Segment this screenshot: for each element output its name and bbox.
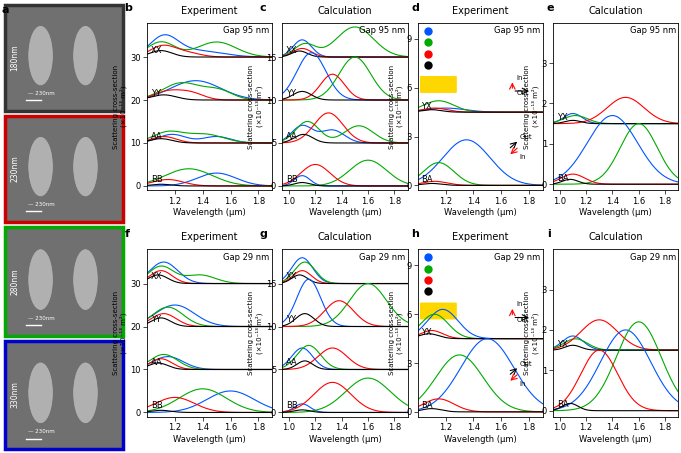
Text: a: a — [1, 5, 9, 14]
Text: b: b — [125, 3, 132, 13]
Y-axis label: Scattering cross-section
(×10⁻¹³ m²): Scattering cross-section (×10⁻¹³ m²) — [524, 64, 539, 149]
Text: — 230nm: — 230nm — [28, 316, 54, 321]
Text: BA: BA — [557, 400, 569, 409]
Text: AA: AA — [151, 358, 163, 367]
Text: BB: BB — [286, 174, 298, 183]
X-axis label: Wavelength (μm): Wavelength (μm) — [580, 435, 652, 444]
X-axis label: Wavelength (μm): Wavelength (μm) — [173, 435, 246, 444]
Text: In: In — [520, 154, 526, 160]
Y-axis label: Scattering cross-section
(×10⁻¹³ m²): Scattering cross-section (×10⁻¹³ m²) — [524, 291, 539, 375]
Ellipse shape — [74, 137, 97, 196]
Ellipse shape — [29, 137, 52, 196]
Text: AA: AA — [286, 131, 298, 140]
Text: In: In — [520, 381, 526, 387]
Text: — 230nm: — 230nm — [28, 429, 54, 434]
Text: Gap 29 nm: Gap 29 nm — [359, 252, 405, 261]
Text: In: In — [516, 301, 523, 307]
Text: Gap 95 nm: Gap 95 nm — [359, 26, 405, 35]
Text: Experiment: Experiment — [181, 232, 238, 242]
Text: e: e — [547, 3, 554, 13]
Text: Gap 29 nm: Gap 29 nm — [629, 252, 676, 261]
Text: Calculation: Calculation — [588, 232, 643, 242]
Y-axis label: Scattering cross-section
(×10⁻¹³ m²): Scattering cross-section (×10⁻¹³ m²) — [112, 291, 127, 375]
Ellipse shape — [74, 363, 97, 423]
Text: 330nm: 330nm — [10, 381, 19, 409]
Text: Gap 29 nm: Gap 29 nm — [494, 252, 541, 261]
Text: — 230nm: — 230nm — [28, 91, 54, 96]
Text: f: f — [125, 229, 129, 239]
Text: Experiment: Experiment — [452, 6, 509, 16]
Text: Experiment: Experiment — [181, 6, 238, 16]
Bar — [5, 227, 123, 336]
Text: Gap 95 nm: Gap 95 nm — [223, 26, 270, 35]
Ellipse shape — [74, 250, 97, 309]
Text: Gap 95 nm: Gap 95 nm — [494, 26, 541, 35]
Text: BB: BB — [151, 401, 163, 410]
Ellipse shape — [29, 26, 52, 85]
FancyBboxPatch shape — [420, 303, 457, 319]
Ellipse shape — [29, 250, 52, 309]
Text: Gap 29 nm: Gap 29 nm — [223, 252, 270, 261]
Text: Out: Out — [516, 317, 529, 323]
Bar — [5, 5, 123, 111]
Text: AA: AA — [286, 358, 298, 367]
Text: YX: YX — [557, 113, 567, 122]
Y-axis label: Scattering cross-section
(×10⁻¹³ m²): Scattering cross-section (×10⁻¹³ m²) — [248, 64, 263, 149]
Text: XX: XX — [151, 46, 162, 54]
Text: — 230nm: — 230nm — [28, 202, 54, 207]
Text: 230nm: 230nm — [10, 155, 19, 182]
Text: XX: XX — [286, 46, 298, 54]
Text: YX: YX — [422, 328, 432, 337]
Bar — [5, 116, 123, 222]
Bar — [5, 341, 123, 449]
Text: YX: YX — [422, 101, 432, 111]
Text: XX: XX — [151, 272, 162, 281]
Ellipse shape — [29, 363, 52, 423]
Text: Calculation: Calculation — [317, 6, 373, 16]
Text: BB: BB — [151, 174, 163, 183]
Text: Out: Out — [516, 90, 529, 96]
Text: Out: Out — [520, 134, 532, 140]
FancyBboxPatch shape — [420, 76, 457, 93]
Text: AA: AA — [151, 131, 163, 140]
X-axis label: Wavelength (μm): Wavelength (μm) — [308, 208, 381, 217]
Y-axis label: Scattering cross-section
(×10⁻¹³ m²): Scattering cross-section (×10⁻¹³ m²) — [248, 291, 263, 375]
Text: Gap 95 nm: Gap 95 nm — [629, 26, 676, 35]
Text: YY: YY — [286, 88, 296, 97]
Text: YY: YY — [286, 315, 296, 324]
Text: Out: Out — [520, 361, 532, 366]
Text: Experiment: Experiment — [452, 232, 509, 242]
Text: BA: BA — [557, 173, 569, 183]
X-axis label: Wavelength (μm): Wavelength (μm) — [444, 435, 517, 444]
Ellipse shape — [74, 26, 97, 85]
Text: BB: BB — [286, 401, 298, 410]
Y-axis label: Scattering cross-section
(×10⁻¹³ m²): Scattering cross-section (×10⁻¹³ m²) — [389, 291, 403, 375]
Text: 280nm: 280nm — [10, 269, 19, 295]
Text: Calculation: Calculation — [317, 232, 373, 242]
X-axis label: Wavelength (μm): Wavelength (μm) — [173, 208, 246, 217]
Text: d: d — [411, 3, 419, 13]
Y-axis label: Scattering cross-section
(×10⁻¹³ m²): Scattering cross-section (×10⁻¹³ m²) — [112, 64, 127, 149]
Text: g: g — [260, 229, 268, 239]
Y-axis label: Scattering cross-section
(×10⁻¹³ m²): Scattering cross-section (×10⁻¹³ m²) — [389, 64, 403, 149]
X-axis label: Wavelength (μm): Wavelength (μm) — [308, 435, 381, 444]
Text: Calculation: Calculation — [588, 6, 643, 16]
Text: c: c — [260, 3, 266, 13]
X-axis label: Wavelength (μm): Wavelength (μm) — [580, 208, 652, 217]
Text: XX: XX — [286, 272, 298, 281]
Text: BA: BA — [422, 401, 433, 410]
Text: YY: YY — [151, 88, 161, 97]
Text: 180nm: 180nm — [10, 44, 19, 71]
Text: YY: YY — [151, 315, 161, 324]
Text: BA: BA — [422, 175, 433, 184]
Text: i: i — [547, 229, 550, 239]
Text: YX: YX — [557, 339, 567, 348]
X-axis label: Wavelength (μm): Wavelength (μm) — [444, 208, 517, 217]
Text: In: In — [516, 75, 523, 81]
Text: h: h — [411, 229, 419, 239]
